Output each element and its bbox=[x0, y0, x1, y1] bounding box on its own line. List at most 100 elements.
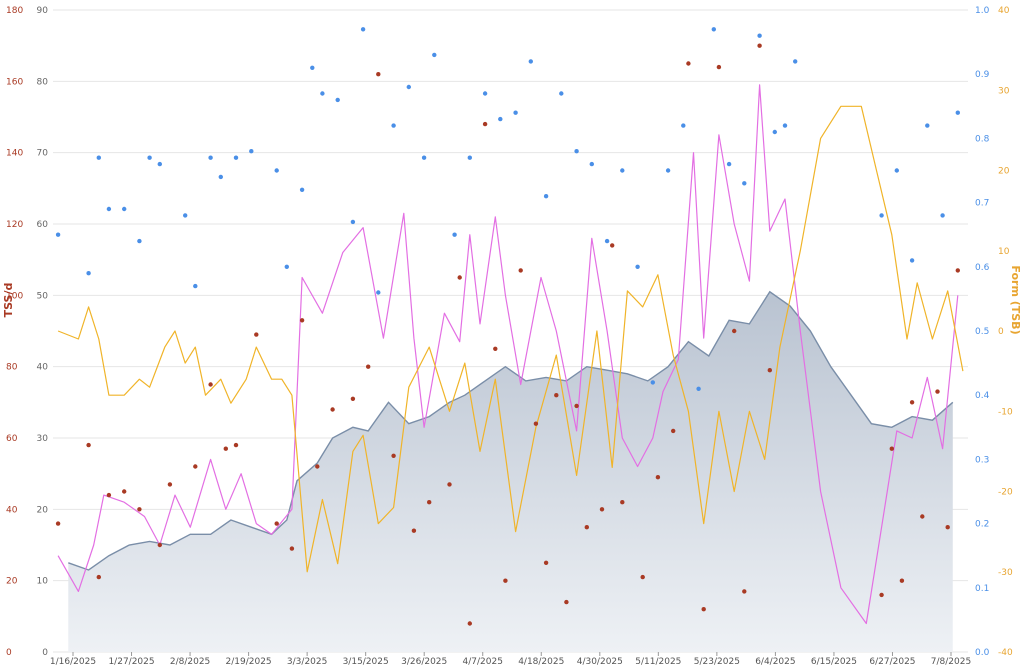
x-tick-label: 5/23/2025 bbox=[694, 657, 740, 667]
ratio-point bbox=[955, 110, 960, 115]
inner-tick-label: 50 bbox=[37, 291, 49, 301]
ratio-point bbox=[299, 187, 305, 192]
tss-point bbox=[208, 382, 213, 387]
form-tick-label: -40 bbox=[998, 648, 1013, 658]
tss-point bbox=[671, 428, 676, 434]
tss-tick-label: 180 bbox=[6, 6, 23, 16]
tss-point bbox=[655, 475, 661, 480]
tss-point bbox=[955, 268, 960, 273]
tss-point bbox=[157, 542, 162, 548]
area-fill bbox=[68, 291, 953, 652]
tss-point bbox=[554, 393, 559, 398]
inner-tick-label: 70 bbox=[37, 149, 49, 159]
ratio-point bbox=[274, 168, 279, 173]
tss-point bbox=[457, 275, 462, 280]
ratio-point bbox=[742, 181, 747, 186]
ratio-point bbox=[925, 123, 930, 128]
tss-point bbox=[330, 407, 335, 412]
tss-point bbox=[493, 346, 498, 351]
ratio-point bbox=[320, 91, 325, 96]
ratio-point bbox=[559, 91, 564, 96]
inner-tick-label: 40 bbox=[37, 363, 49, 373]
ratio-point bbox=[604, 238, 610, 244]
x-tick-label: 5/11/2025 bbox=[635, 657, 681, 667]
tss-point bbox=[193, 464, 198, 469]
ratio-tick-label: 0.4 bbox=[975, 391, 990, 401]
ratio-point bbox=[432, 52, 437, 58]
form-tick-label: 20 bbox=[998, 167, 1010, 177]
ratio-tick-label: 0.5 bbox=[975, 327, 989, 337]
ratio-point bbox=[183, 213, 188, 218]
tss-point bbox=[610, 243, 615, 248]
ratio-tick-label: 0.9 bbox=[975, 70, 990, 80]
x-tick-label: 1/27/2025 bbox=[108, 657, 154, 667]
tss-point bbox=[447, 482, 452, 487]
tss-tick-label: 20 bbox=[6, 577, 18, 587]
ratio-point bbox=[696, 386, 701, 391]
inner-tick-label: 20 bbox=[37, 505, 49, 515]
x-tick-label: 2/19/2025 bbox=[226, 657, 272, 667]
tss-point bbox=[299, 318, 305, 323]
x-tick-label: 2/8/2025 bbox=[170, 657, 210, 667]
form-tick-label: -30 bbox=[998, 568, 1013, 578]
form-tick-label: -20 bbox=[998, 488, 1013, 498]
x-tick-label: 6/27/2025 bbox=[869, 657, 915, 667]
ratio-point bbox=[498, 116, 503, 122]
ratio-tick-label: 0.6 bbox=[975, 263, 990, 273]
tss-point bbox=[467, 621, 472, 626]
tss-point bbox=[564, 599, 569, 605]
x-tick-label: 3/26/2025 bbox=[401, 657, 447, 667]
tss-point bbox=[757, 43, 762, 48]
tss-point bbox=[935, 389, 940, 394]
axes: 1/16/2025 1/27/2025 2/8/2025 2/19/2025 3/3/2… bbox=[6, 6, 1013, 667]
ratio-point bbox=[218, 174, 223, 180]
ratio-point bbox=[574, 149, 579, 154]
tss-point bbox=[584, 525, 589, 530]
tss-point bbox=[620, 500, 625, 505]
ratio-point bbox=[757, 33, 762, 38]
ratio-point bbox=[310, 65, 315, 71]
tss-point bbox=[599, 507, 605, 512]
tss-point bbox=[945, 525, 950, 530]
tss-point bbox=[742, 589, 747, 594]
tss-point bbox=[55, 521, 61, 526]
tss-point bbox=[482, 121, 488, 127]
ratio-point bbox=[894, 168, 899, 173]
tss-point bbox=[350, 396, 356, 401]
ratio-tick-label: 1.0 bbox=[975, 6, 990, 16]
ratio-point bbox=[543, 194, 549, 199]
line-series bbox=[57, 84, 964, 625]
x-tick-label: 4/18/2025 bbox=[518, 657, 564, 667]
form-tick-label: 10 bbox=[998, 247, 1010, 257]
ratio-tick-label: 0.7 bbox=[975, 199, 989, 209]
ratio-tick-label: 0.2 bbox=[975, 520, 989, 530]
ratio-point bbox=[782, 123, 788, 128]
ratio-point bbox=[360, 27, 366, 32]
x-tick-label: 7/8/2025 bbox=[931, 657, 971, 667]
form-tick-label: 40 bbox=[998, 6, 1010, 16]
tss-tick-label: 140 bbox=[6, 149, 23, 159]
magenta-line bbox=[57, 84, 959, 625]
tss-tick-label: 80 bbox=[6, 363, 18, 373]
ratio-point bbox=[350, 219, 356, 225]
tss-point bbox=[767, 368, 772, 373]
ratio-point bbox=[157, 161, 162, 167]
tss-point bbox=[366, 364, 371, 369]
ratio-point bbox=[391, 123, 396, 128]
ratio-tick-label: 0.1 bbox=[975, 584, 989, 594]
ratio-point bbox=[513, 110, 518, 115]
area-line bbox=[68, 290, 954, 571]
tss-point bbox=[920, 514, 925, 519]
form-tick-label: 0 bbox=[998, 327, 1004, 337]
inner-tick-label: 0 bbox=[42, 648, 48, 658]
ratio-point bbox=[55, 232, 61, 237]
ratio-point bbox=[249, 149, 254, 154]
tss-point bbox=[533, 421, 539, 426]
tss-point bbox=[167, 482, 173, 487]
tss-point bbox=[574, 403, 579, 409]
tss-point bbox=[122, 489, 127, 494]
tss-point bbox=[899, 578, 905, 583]
tss-point bbox=[889, 446, 894, 451]
tss-point bbox=[86, 442, 91, 448]
